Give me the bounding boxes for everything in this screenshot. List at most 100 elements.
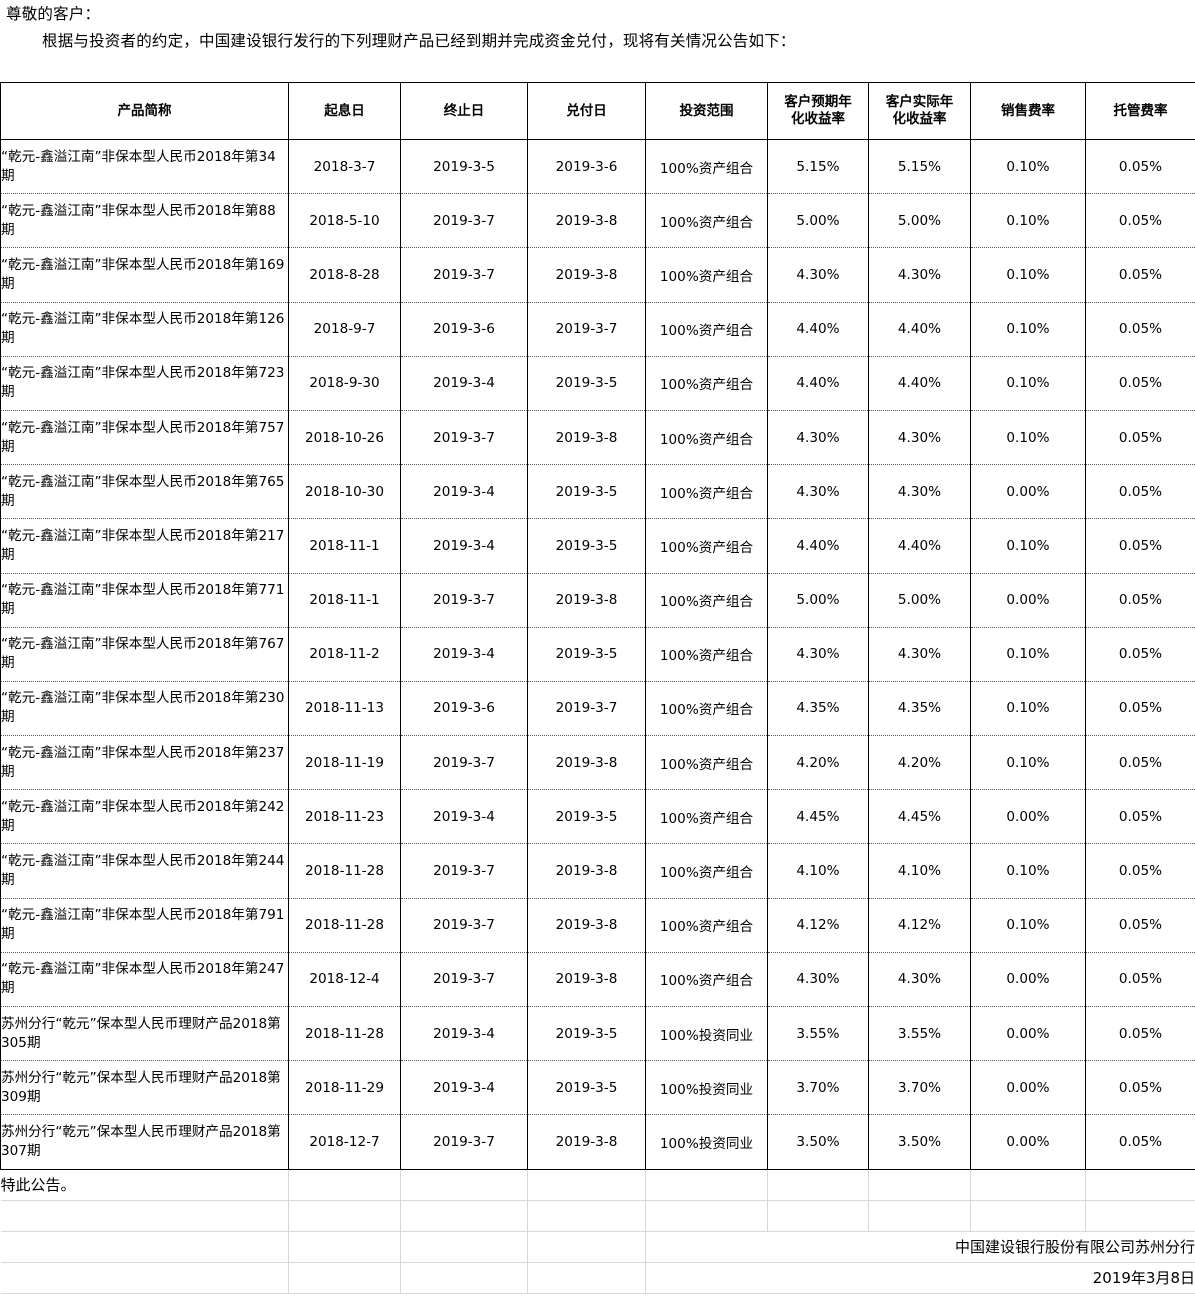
footer-spacer-cell — [527, 1231, 646, 1263]
cell-end-date: 2019-3-7 — [400, 410, 528, 466]
table-row: 苏州分行“乾元”保本型人民币理财产品2018第309期 2018-11-29 201… — [0, 1060, 1195, 1116]
cell-end-date: 2019-3-4 — [400, 1006, 528, 1062]
intro-body-text: 根据与投资者的约定，中国建设银行发行的下列理财产品已经到期并完成资金兑付，现将有… — [42, 32, 796, 50]
cell-payment-date: 2019-3-8 — [527, 843, 646, 899]
footer-spacer-cell — [868, 1200, 971, 1232]
cell-expected-rate: 4.45% — [767, 789, 869, 845]
cell-custody-fee: 0.05% — [1085, 193, 1195, 249]
cell-start-date: 2018-11-28 — [288, 1006, 401, 1062]
cell-end-date: 2019-3-6 — [400, 302, 528, 357]
table-row: “乾元-鑫溢江南”非保本型人民币2018年第126期 2018-9-7 2019-3… — [0, 302, 1195, 357]
cell-payment-date: 2019-3-8 — [527, 410, 646, 466]
cell-investment-scope: 100%资产组合 — [645, 681, 768, 737]
cell-end-date: 2019-3-7 — [400, 193, 528, 249]
table-row: “乾元-鑫溢江南”非保本型人民币2018年第791期 2018-11-28 2019… — [0, 898, 1195, 953]
column-header-expected-rate-line1: 客户预期年 — [784, 94, 852, 110]
cell-product-name: “乾元-鑫溢江南”非保本型人民币2018年第217期 — [0, 518, 289, 574]
cell-payment-date: 2019-3-5 — [527, 464, 646, 520]
cell-sales-fee: 0.10% — [970, 139, 1086, 195]
cell-actual-rate: 4.45% — [868, 789, 971, 845]
footer-spacer-cell — [288, 1262, 401, 1294]
cell-end-date: 2019-3-5 — [400, 139, 528, 195]
cell-expected-rate: 4.40% — [767, 356, 869, 411]
cell-investment-scope: 100%资产组合 — [645, 843, 768, 899]
cell-end-date: 2019-3-7 — [400, 898, 528, 953]
cell-start-date: 2018-11-1 — [288, 573, 401, 628]
cell-investment-scope: 100%投资同业 — [645, 1060, 768, 1116]
cell-payment-date: 2019-3-5 — [527, 627, 646, 682]
footer-spacer-cell — [0, 1200, 289, 1232]
cell-custody-fee: 0.05% — [1085, 139, 1195, 195]
table-row: “乾元-鑫溢江南”非保本型人民币2018年第34期 2018-3-7 2019-3-… — [0, 139, 1195, 195]
table-row: 苏州分行“乾元”保本型人民币理财产品2018第307期 2018-12-7 2019… — [0, 1114, 1195, 1170]
table-row: “乾元-鑫溢江南”非保本型人民币2018年第244期 2018-11-28 2019… — [0, 843, 1195, 899]
cell-investment-scope: 100%资产组合 — [645, 139, 768, 195]
cell-actual-rate: 4.30% — [868, 952, 971, 1008]
cell-actual-rate: 4.30% — [868, 464, 971, 520]
cell-custody-fee: 0.05% — [1085, 898, 1195, 953]
column-header-investment-scope-line1: 投资范围 — [679, 102, 734, 119]
cell-end-date: 2019-3-4 — [400, 1060, 528, 1116]
column-header-start-date-line1: 起息日 — [324, 102, 365, 119]
cell-sales-fee: 0.00% — [970, 1006, 1086, 1062]
column-header-actual-rate: 客户实际年 化收益率 — [868, 82, 971, 140]
cell-payment-date: 2019-3-7 — [527, 302, 646, 357]
cell-sales-fee: 0.00% — [970, 1114, 1086, 1170]
cell-custody-fee: 0.05% — [1085, 952, 1195, 1008]
table-row: “乾元-鑫溢江南”非保本型人民币2018年第169期 2018-8-28 2019-… — [0, 247, 1195, 303]
cell-sales-fee: 0.10% — [970, 302, 1086, 357]
table-footer: 特此公告。 — [0, 1169, 1195, 1294]
cell-investment-scope: 100%资产组合 — [645, 952, 768, 1008]
cell-start-date: 2018-11-28 — [288, 898, 401, 953]
cell-product-name: “乾元-鑫溢江南”非保本型人民币2018年第765期 — [0, 464, 289, 520]
cell-actual-rate: 4.40% — [868, 356, 971, 411]
column-header-payment-date-line1: 兑付日 — [566, 102, 607, 119]
cell-expected-rate: 4.30% — [767, 247, 869, 303]
table-row: “乾元-鑫溢江南”非保本型人民币2018年第217期 2018-11-1 2019-… — [0, 518, 1195, 574]
cell-expected-rate: 4.30% — [767, 410, 869, 466]
cell-sales-fee: 0.00% — [970, 789, 1086, 845]
cell-product-name: 苏州分行“乾元”保本型人民币理财产品2018第307期 — [0, 1114, 289, 1170]
cell-sales-fee: 0.10% — [970, 898, 1086, 953]
column-header-actual-rate-line1: 客户实际年 — [885, 94, 954, 110]
column-header-expected-rate-line2: 化收益率 — [791, 111, 845, 127]
cell-investment-scope: 100%资产组合 — [645, 735, 768, 791]
footer-spacer-cell — [767, 1200, 869, 1232]
cell-sales-fee: 0.10% — [970, 518, 1086, 574]
column-header-custody-fee: 托管费率 — [1085, 82, 1195, 140]
cell-expected-rate: 3.70% — [767, 1060, 869, 1116]
footer-signature-text: 中国建设银行股份有限公司苏州分行 — [645, 1231, 1195, 1263]
footer-spacer-cell — [645, 1169, 768, 1201]
cell-actual-rate: 4.30% — [868, 247, 971, 303]
cell-sales-fee: 0.00% — [970, 1060, 1086, 1116]
cell-investment-scope: 100%资产组合 — [645, 193, 768, 249]
cell-start-date: 2018-11-1 — [288, 518, 401, 574]
cell-expected-rate: 4.40% — [767, 302, 869, 357]
footer-spacer-cell — [1085, 1200, 1195, 1232]
cell-start-date: 2018-12-7 — [288, 1114, 401, 1170]
cell-end-date: 2019-3-7 — [400, 952, 528, 1008]
cell-custody-fee: 0.05% — [1085, 735, 1195, 791]
cell-product-name: “乾元-鑫溢江南”非保本型人民币2018年第169期 — [0, 247, 289, 303]
cell-payment-date: 2019-3-8 — [527, 573, 646, 628]
cell-product-name: “乾元-鑫溢江南”非保本型人民币2018年第767期 — [0, 627, 289, 682]
cell-product-name: “乾元-鑫溢江南”非保本型人民币2018年第771期 — [0, 573, 289, 628]
footer-notice-row: 特此公告。 — [0, 1169, 1195, 1201]
cell-product-name: “乾元-鑫溢江南”非保本型人民币2018年第791期 — [0, 898, 289, 953]
cell-product-name: “乾元-鑫溢江南”非保本型人民币2018年第244期 — [0, 843, 289, 899]
cell-actual-rate: 4.35% — [868, 681, 971, 737]
footer-spacer-cell — [868, 1169, 971, 1201]
cell-investment-scope: 100%资产组合 — [645, 627, 768, 682]
cell-actual-rate: 4.40% — [868, 518, 971, 574]
cell-actual-rate: 4.40% — [868, 302, 971, 357]
cell-start-date: 2018-10-26 — [288, 410, 401, 466]
footer-spacer-cell — [645, 1200, 768, 1232]
cell-start-date: 2018-11-28 — [288, 843, 401, 899]
footer-signature-row: 中国建设银行股份有限公司苏州分行 — [0, 1231, 1195, 1263]
cell-investment-scope: 100%资产组合 — [645, 410, 768, 466]
footer-spacer-cell — [527, 1262, 646, 1294]
cell-investment-scope: 100%投资同业 — [645, 1114, 768, 1170]
cell-sales-fee: 0.10% — [970, 356, 1086, 411]
table-row: “乾元-鑫溢江南”非保本型人民币2018年第88期 2018-5-10 2019-3… — [0, 193, 1195, 249]
cell-expected-rate: 4.10% — [767, 843, 869, 899]
